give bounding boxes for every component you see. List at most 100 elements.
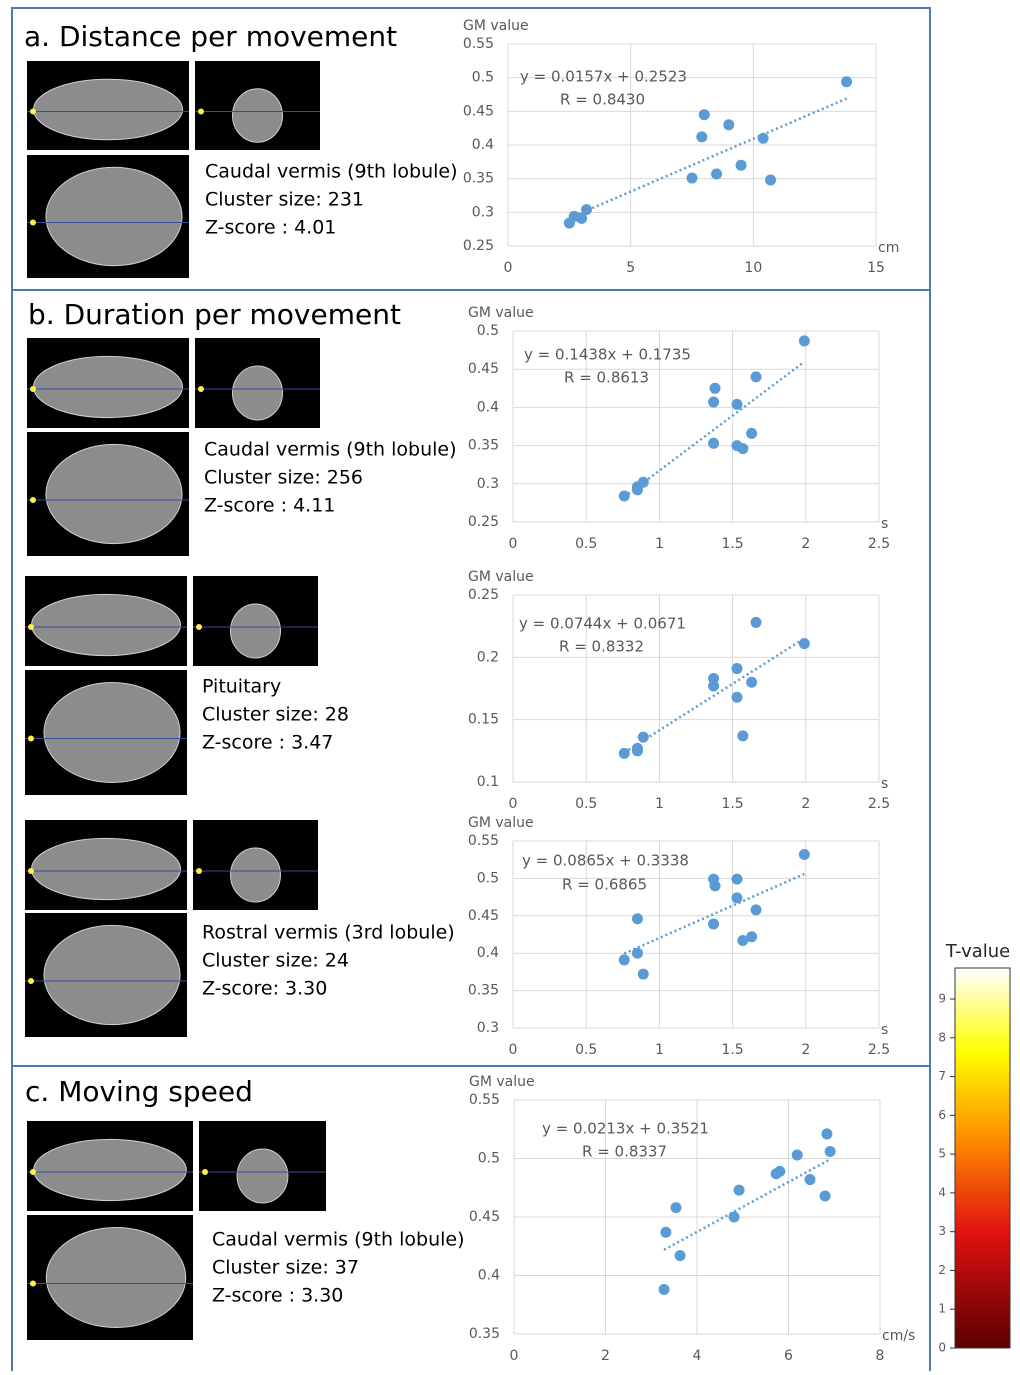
x-tick-label: 2 — [801, 536, 810, 552]
x-tick-label: 5 — [626, 260, 635, 276]
y-tick-label: 0.55 — [463, 36, 494, 52]
data-point — [619, 491, 630, 502]
region-info: Cluster size: 37 — [212, 1257, 359, 1279]
y-tick-label: 0.25 — [468, 514, 499, 530]
data-point — [632, 948, 643, 959]
region-info: Z-score : 4.01 — [205, 217, 336, 239]
y-axis-label: GM value — [469, 1074, 535, 1090]
data-point — [774, 1166, 785, 1177]
activation — [28, 868, 34, 874]
panel-title: b. Duration per movement — [28, 298, 401, 331]
x-tick-label: 1.5 — [721, 536, 743, 552]
y-tick-label: 0.55 — [468, 833, 499, 849]
y-tick-label: 0.2 — [477, 649, 499, 665]
data-point — [619, 748, 630, 759]
data-point — [758, 133, 769, 144]
data-point — [619, 954, 630, 965]
colorbar-tick-label: 6 — [938, 1108, 946, 1122]
y-tick-label: 0.3 — [472, 204, 494, 220]
r-value: R = 0.8332 — [559, 638, 644, 656]
equation: y = 0.1438x + 0.1735 — [524, 346, 691, 364]
colorbar-tick-label: 2 — [938, 1263, 946, 1277]
equation: y = 0.0157x + 0.2523 — [520, 68, 687, 86]
equation: y = 0.0865x + 0.3338 — [522, 852, 689, 870]
y-tick-label: 0.55 — [469, 1092, 500, 1108]
data-point — [708, 919, 719, 930]
colorbar-tick-label: 9 — [938, 992, 946, 1006]
data-point — [660, 1227, 671, 1238]
data-point — [675, 1250, 686, 1261]
brain-shape — [46, 1228, 185, 1328]
data-point — [723, 119, 734, 130]
r-value: R = 0.8613 — [564, 369, 649, 387]
y-axis-label: GM value — [468, 305, 534, 321]
equation: y = 0.0213x + 0.3521 — [542, 1120, 709, 1138]
data-point — [751, 371, 762, 382]
data-point — [736, 160, 747, 171]
region-info: Cluster size: 231 — [205, 189, 364, 211]
y-tick-label: 0.3 — [477, 476, 499, 492]
data-point — [731, 692, 742, 703]
data-point — [841, 76, 852, 87]
r-value: R = 0.8430 — [560, 91, 645, 109]
colorbar-tick-label: 5 — [938, 1147, 946, 1161]
x-tick-label: 1.5 — [721, 1042, 743, 1058]
y-axis-label: GM value — [463, 18, 529, 34]
region-info: Pituitary — [202, 676, 281, 698]
data-point — [632, 743, 643, 754]
brain-shape — [44, 683, 180, 783]
data-point — [696, 131, 707, 142]
x-tick-label: 2 — [601, 1348, 610, 1364]
region-info: Z-score : 4.11 — [204, 495, 335, 517]
x-axis-unit: s — [881, 776, 888, 792]
data-point — [710, 383, 721, 394]
x-axis-unit: s — [881, 516, 888, 532]
x-tick-label: 2.5 — [868, 536, 890, 552]
data-point — [734, 1185, 745, 1196]
x-tick-label: 0 — [509, 796, 518, 812]
trendline — [624, 638, 804, 752]
data-point — [805, 1174, 816, 1185]
x-tick-label: 0.5 — [575, 1042, 597, 1058]
data-point — [731, 663, 742, 674]
data-point — [820, 1190, 831, 1201]
data-point — [792, 1149, 803, 1160]
brain-shape — [46, 167, 182, 265]
data-point — [708, 681, 719, 692]
y-tick-label: 0.35 — [468, 438, 499, 454]
data-point — [765, 175, 776, 186]
data-point — [746, 428, 757, 439]
region-info: Caudal vermis (9th lobule) — [212, 1229, 465, 1251]
brain-shape — [33, 79, 182, 140]
x-tick-label: 1 — [655, 796, 664, 812]
brain-shape — [46, 444, 182, 543]
data-point — [731, 892, 742, 903]
x-axis-unit: s — [881, 1022, 888, 1038]
r-value: R = 0.6865 — [562, 876, 647, 894]
activation — [30, 1169, 36, 1175]
x-tick-label: 1.5 — [721, 796, 743, 812]
region-info: Z-score: 3.30 — [202, 978, 327, 1000]
x-tick-label: 2 — [801, 1042, 810, 1058]
data-point — [687, 172, 698, 183]
r-value: R = 0.8337 — [582, 1143, 667, 1161]
data-point — [731, 874, 742, 885]
x-axis-unit: cm/s — [882, 1328, 915, 1344]
y-tick-label: 0.45 — [469, 1209, 500, 1225]
data-point — [799, 335, 810, 346]
brain-shape — [233, 366, 283, 420]
activation — [196, 868, 202, 874]
brain-shape — [231, 604, 281, 658]
colorbar-tick-label: 8 — [938, 1030, 946, 1044]
y-tick-label: 0.35 — [463, 171, 494, 187]
x-tick-label: 0 — [504, 260, 513, 276]
y-axis-label: GM value — [468, 815, 534, 831]
data-point — [751, 904, 762, 915]
data-point — [699, 109, 710, 120]
brain-shape — [33, 356, 182, 417]
brain-shape — [237, 1149, 288, 1203]
data-point — [708, 397, 719, 408]
activation — [30, 386, 36, 392]
activation — [30, 497, 36, 503]
trendline — [664, 1159, 830, 1249]
